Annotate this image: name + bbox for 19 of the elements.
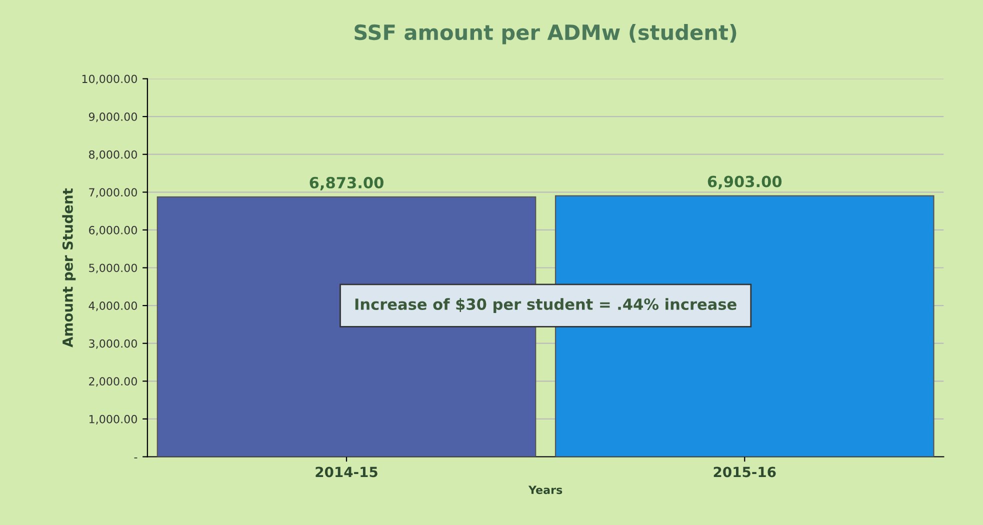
y-tick-label: 3,000.00 (89, 339, 137, 349)
y-tick-label: - (134, 457, 138, 458)
chart-title: SSF amount per ADMw (student) (354, 24, 736, 44)
y-tick-label: 1,000.00 (89, 414, 137, 424)
y-tick-label: 6,000.00 (89, 226, 137, 236)
data-label: 6,873.00 (310, 176, 384, 190)
y-tick-label: 10,000.00 (82, 74, 137, 84)
y-axis-title: Amount per Student (62, 188, 76, 348)
data-label: 6,903.00 (708, 176, 782, 190)
y-tick-label: 8,000.00 (89, 150, 137, 160)
y-tick-label: 4,000.00 (88, 302, 137, 312)
y-tick-label: 2,000.00 (89, 377, 137, 387)
x-tick-label: 2015-16 (714, 466, 776, 478)
x-tick-label: 2014-15 (316, 466, 378, 478)
x-axis-title: Years (528, 486, 562, 494)
y-tick-label: 7,000.00 (89, 188, 137, 198)
annotation: Increase of $30 per student = .44% increase (355, 298, 736, 313)
y-tick-label: 5,000.00 (89, 264, 137, 274)
y-tick-label: 9,000.00 (88, 112, 137, 122)
